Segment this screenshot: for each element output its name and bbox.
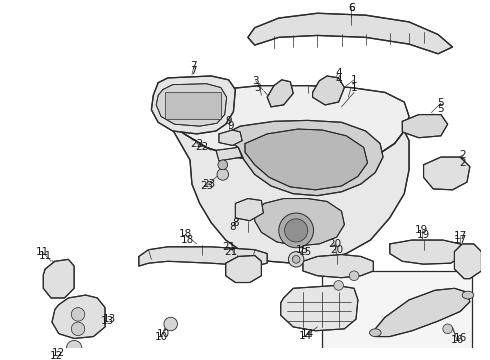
Polygon shape: [454, 244, 482, 279]
Ellipse shape: [462, 291, 474, 299]
Polygon shape: [313, 76, 344, 105]
Text: 11: 11: [39, 251, 52, 261]
Polygon shape: [255, 199, 344, 246]
Polygon shape: [245, 129, 368, 190]
Polygon shape: [267, 80, 293, 107]
Bar: [322, 271, 472, 360]
Polygon shape: [156, 84, 227, 126]
Circle shape: [218, 160, 228, 170]
Text: 6: 6: [348, 3, 354, 13]
Polygon shape: [423, 157, 470, 190]
Circle shape: [71, 307, 85, 321]
Circle shape: [71, 322, 85, 336]
Text: 22: 22: [190, 139, 203, 149]
Polygon shape: [151, 76, 235, 134]
Text: 22: 22: [195, 143, 208, 152]
Polygon shape: [168, 86, 409, 165]
Text: 12: 12: [50, 351, 63, 360]
Text: 11: 11: [36, 247, 49, 257]
Text: 9: 9: [227, 121, 234, 131]
Text: 4: 4: [335, 68, 342, 78]
Text: 8: 8: [229, 221, 236, 231]
Polygon shape: [221, 120, 383, 195]
Polygon shape: [43, 259, 74, 298]
Text: 1: 1: [351, 82, 357, 93]
Text: 23: 23: [200, 181, 213, 191]
Text: 17: 17: [454, 231, 467, 241]
Polygon shape: [303, 255, 373, 278]
Polygon shape: [402, 114, 448, 138]
Circle shape: [279, 213, 314, 248]
Text: 16: 16: [451, 336, 464, 346]
Text: 18: 18: [178, 229, 192, 239]
Polygon shape: [219, 130, 242, 145]
Text: 12: 12: [52, 348, 65, 358]
Text: 6: 6: [348, 3, 354, 13]
Circle shape: [289, 252, 304, 267]
Text: 9: 9: [225, 116, 232, 126]
Text: 19: 19: [415, 225, 428, 235]
Bar: [165, 93, 221, 120]
Polygon shape: [226, 256, 261, 283]
Circle shape: [293, 256, 300, 263]
Circle shape: [443, 324, 452, 334]
Text: 5: 5: [438, 98, 444, 108]
Circle shape: [334, 280, 343, 290]
Polygon shape: [375, 288, 470, 337]
Text: 7: 7: [191, 66, 197, 76]
Text: 5: 5: [438, 104, 444, 114]
Text: 10: 10: [156, 329, 170, 339]
Text: 14: 14: [301, 329, 315, 339]
Text: 23: 23: [203, 179, 216, 189]
Text: 2: 2: [459, 158, 466, 168]
Polygon shape: [235, 199, 263, 221]
Text: 21: 21: [222, 242, 235, 252]
Text: 20: 20: [328, 239, 342, 249]
Text: 4: 4: [335, 75, 342, 85]
Text: 13: 13: [103, 314, 117, 324]
Polygon shape: [216, 147, 242, 161]
Polygon shape: [168, 121, 409, 263]
Text: 18: 18: [180, 235, 194, 245]
Text: 3: 3: [254, 82, 261, 93]
Text: 3: 3: [252, 76, 259, 86]
Text: 16: 16: [454, 333, 467, 343]
Text: 19: 19: [417, 230, 430, 240]
Text: 14: 14: [299, 330, 313, 341]
Text: 1: 1: [351, 75, 357, 85]
Circle shape: [164, 317, 177, 331]
Polygon shape: [52, 295, 105, 338]
Polygon shape: [281, 285, 358, 331]
Text: 21: 21: [224, 247, 237, 257]
Circle shape: [217, 168, 229, 180]
Polygon shape: [248, 13, 452, 54]
Text: 8: 8: [232, 218, 239, 228]
Text: 15: 15: [296, 245, 310, 255]
Polygon shape: [390, 240, 462, 264]
Text: 10: 10: [154, 332, 168, 342]
Ellipse shape: [369, 329, 381, 337]
Circle shape: [67, 341, 82, 356]
Text: 7: 7: [191, 61, 197, 71]
Text: 15: 15: [299, 247, 313, 257]
Circle shape: [349, 271, 359, 280]
Text: 20: 20: [330, 245, 343, 255]
Text: 2: 2: [459, 150, 466, 160]
Text: 17: 17: [454, 235, 467, 245]
Polygon shape: [139, 247, 267, 266]
Circle shape: [285, 219, 308, 242]
Text: 13: 13: [100, 316, 114, 326]
